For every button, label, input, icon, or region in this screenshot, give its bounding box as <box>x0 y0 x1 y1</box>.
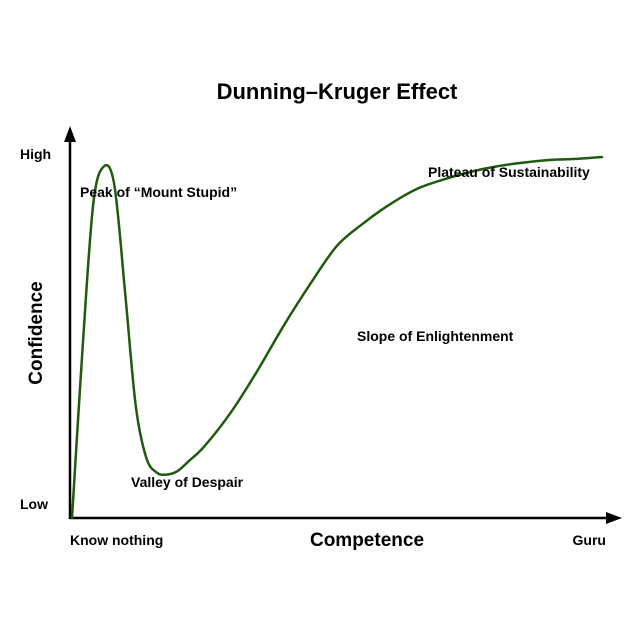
x-tick-guru: Guru <box>573 532 606 548</box>
x-tick-know-nothing: Know nothing <box>70 532 163 548</box>
chart-title: Dunning–Kruger Effect <box>217 79 458 104</box>
x-axis-arrowhead <box>606 512 622 524</box>
y-axis-arrowhead <box>64 126 76 142</box>
y-tick-high: High <box>20 146 51 162</box>
y-tick-low: Low <box>20 496 48 512</box>
annotation-slope-of-enlightenment: Slope of Enlightenment <box>357 328 514 344</box>
x-axis-title: Competence <box>310 530 424 551</box>
annotation-valley-of-despair: Valley of Despair <box>131 474 244 490</box>
y-axis-title: Confidence <box>26 281 47 384</box>
annotation-mount-stupid: Peak of “Mount Stupid” <box>80 184 237 200</box>
annotation-plateau-of-sustainability: Plateau of Sustainability <box>428 164 590 180</box>
confidence-curve <box>70 155 604 520</box>
